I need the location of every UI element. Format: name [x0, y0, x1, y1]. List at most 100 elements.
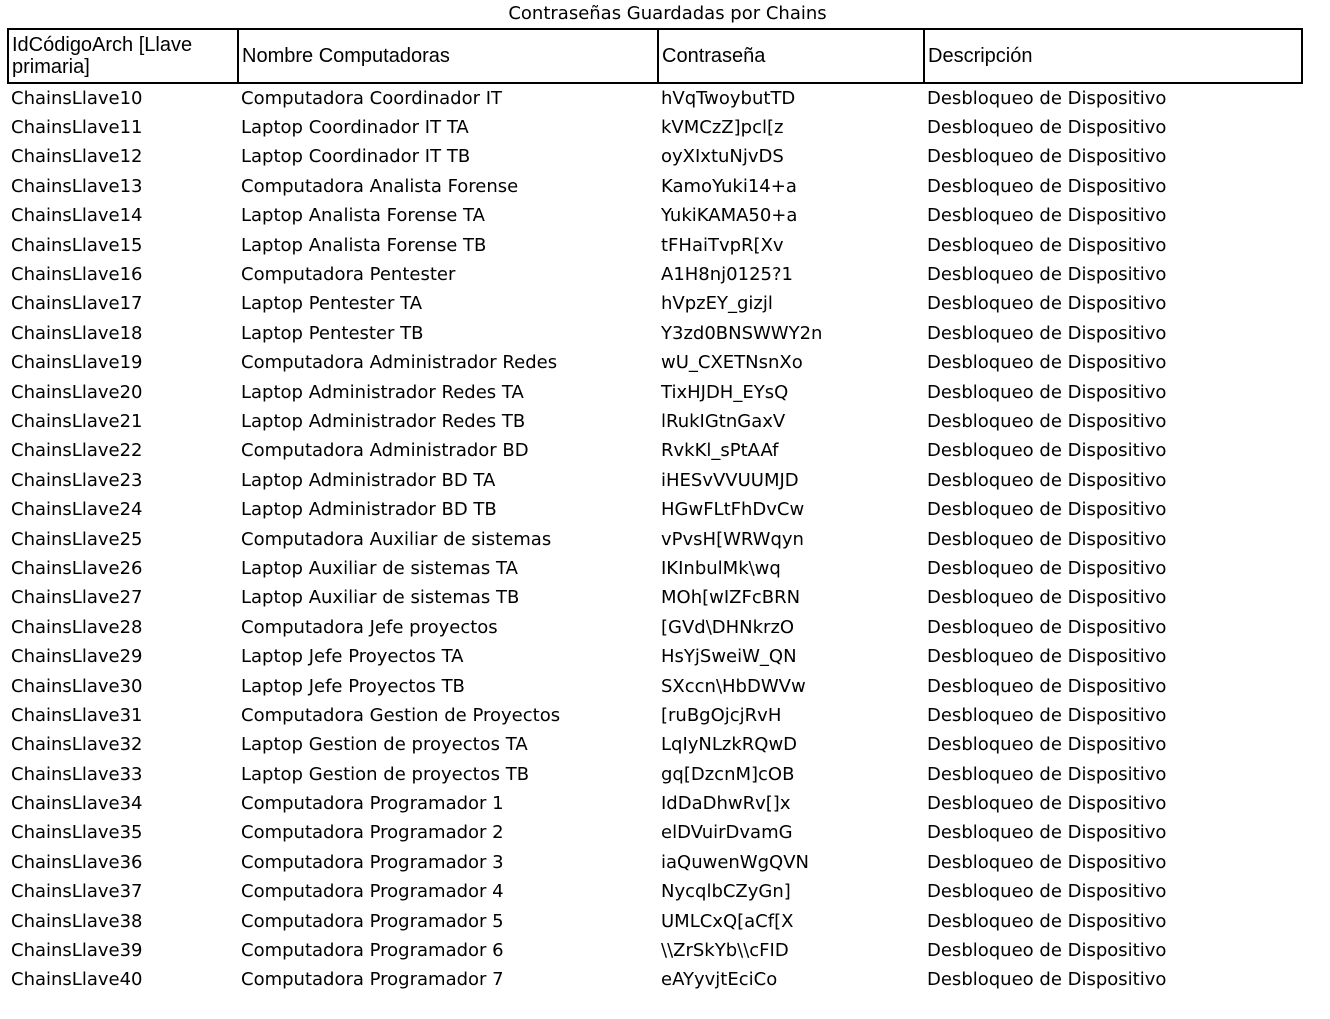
cell-password[interactable]: IdDaDhwRv[]x — [661, 793, 791, 815]
cell-computer-name[interactable]: Laptop Auxiliar de sistemas TA — [241, 557, 518, 579]
header-computer-name[interactable]: Nombre Computadoras — [237, 28, 659, 84]
cell-id[interactable]: ChainsLlave35 — [11, 822, 143, 844]
cell-password[interactable]: YukiKAMA50+a — [661, 205, 798, 227]
cell-id[interactable]: ChainsLlave29 — [11, 646, 143, 668]
header-password[interactable]: Contraseña — [657, 28, 925, 84]
cell-id[interactable]: ChainsLlave22 — [11, 440, 143, 462]
cell-password[interactable]: UMLCxQ[aCf[X — [661, 910, 794, 932]
cell-id[interactable]: ChainsLlave24 — [11, 499, 143, 521]
cell-description[interactable]: Desbloqueo de Dispositivo — [927, 175, 1167, 197]
cell-password[interactable]: MOh[wIZFcBRN — [661, 587, 801, 609]
cell-description[interactable]: Desbloqueo de Dispositivo — [927, 117, 1167, 139]
cell-computer-name[interactable]: Computadora Gestion de Proyectos — [241, 704, 561, 726]
cell-computer-name[interactable]: Laptop Gestion de proyectos TB — [241, 763, 530, 785]
cell-description[interactable]: Desbloqueo de Dispositivo — [927, 793, 1167, 815]
cell-description[interactable]: Desbloqueo de Dispositivo — [927, 381, 1167, 403]
cell-computer-name[interactable]: Laptop Pentester TB — [241, 322, 424, 344]
cell-description[interactable]: Desbloqueo de Dispositivo — [927, 557, 1167, 579]
cell-id[interactable]: ChainsLlave10 — [11, 87, 143, 109]
cell-id[interactable]: ChainsLlave21 — [11, 410, 143, 432]
cell-computer-name[interactable]: Computadora Programador 7 — [241, 969, 504, 991]
cell-computer-name[interactable]: Computadora Analista Forense — [241, 175, 519, 197]
cell-description[interactable]: Desbloqueo de Dispositivo — [927, 851, 1167, 873]
cell-computer-name[interactable]: Laptop Analista Forense TA — [241, 205, 485, 227]
cell-id[interactable]: ChainsLlave37 — [11, 881, 143, 903]
cell-id[interactable]: ChainsLlave38 — [11, 910, 143, 932]
cell-password[interactable]: oyXIxtuNjvDS — [661, 146, 784, 168]
cell-password[interactable]: gq[DzcnM]cOB — [661, 763, 795, 785]
cell-id[interactable]: ChainsLlave11 — [11, 117, 143, 139]
cell-computer-name[interactable]: Laptop Analista Forense TB — [241, 234, 487, 256]
cell-description[interactable]: Desbloqueo de Dispositivo — [927, 704, 1167, 726]
cell-description[interactable]: Desbloqueo de Dispositivo — [927, 822, 1167, 844]
cell-password[interactable]: NycqlbCZyGn] — [661, 881, 791, 903]
cell-password[interactable]: kVMCzZ]pcl[z — [661, 117, 784, 139]
cell-description[interactable]: Desbloqueo de Dispositivo — [927, 499, 1167, 521]
cell-id[interactable]: ChainsLlave19 — [11, 352, 143, 374]
header-description[interactable]: Descripción — [923, 28, 1303, 84]
cell-password[interactable]: LqIyNLzkRQwD — [661, 734, 798, 756]
cell-computer-name[interactable]: Computadora Administrador Redes — [241, 352, 558, 374]
cell-description[interactable]: Desbloqueo de Dispositivo — [927, 734, 1167, 756]
cell-description[interactable]: Desbloqueo de Dispositivo — [927, 528, 1167, 550]
cell-computer-name[interactable]: Computadora Programador 4 — [241, 881, 504, 903]
cell-id[interactable]: ChainsLlave13 — [11, 175, 143, 197]
cell-computer-name[interactable]: Computadora Programador 2 — [241, 822, 504, 844]
cell-description[interactable]: Desbloqueo de Dispositivo — [927, 87, 1167, 109]
cell-password[interactable]: eAYyvjtEciCo — [661, 969, 778, 991]
cell-computer-name[interactable]: Laptop Coordinador IT TA — [241, 117, 469, 139]
cell-password[interactable]: \\ZrSkYb\\cFID — [661, 940, 789, 962]
cell-computer-name[interactable]: Computadora Programador 3 — [241, 851, 504, 873]
cell-description[interactable]: Desbloqueo de Dispositivo — [927, 469, 1167, 491]
cell-description[interactable]: Desbloqueo de Dispositivo — [927, 264, 1167, 286]
cell-id[interactable]: ChainsLlave23 — [11, 469, 143, 491]
cell-password[interactable]: SXccn\HbDWVw — [661, 675, 806, 697]
cell-computer-name[interactable]: Computadora Coordinador IT — [241, 87, 503, 109]
cell-computer-name[interactable]: Laptop Jefe Proyectos TB — [241, 675, 465, 697]
cell-description[interactable]: Desbloqueo de Dispositivo — [927, 587, 1167, 609]
cell-password[interactable]: KamoYuki14+a — [661, 175, 797, 197]
cell-description[interactable]: Desbloqueo de Dispositivo — [927, 205, 1167, 227]
cell-password[interactable]: lRukIGtnGaxV — [661, 410, 786, 432]
cell-description[interactable]: Desbloqueo de Dispositivo — [927, 881, 1167, 903]
cell-computer-name[interactable]: Computadora Administrador BD — [241, 440, 529, 462]
cell-description[interactable]: Desbloqueo de Dispositivo — [927, 675, 1167, 697]
cell-description[interactable]: Desbloqueo de Dispositivo — [927, 234, 1167, 256]
cell-computer-name[interactable]: Computadora Pentester — [241, 264, 456, 286]
cell-id[interactable]: ChainsLlave12 — [11, 146, 143, 168]
header-id[interactable]: IdCódigoArch [Llave primaria] — [7, 28, 239, 84]
cell-computer-name[interactable]: Computadora Programador 1 — [241, 793, 504, 815]
cell-password[interactable]: elDVuirDvamG — [661, 822, 793, 844]
cell-computer-name[interactable]: Laptop Administrador BD TB — [241, 499, 497, 521]
cell-id[interactable]: ChainsLlave34 — [11, 793, 143, 815]
cell-password[interactable]: wU_CXETNsnXo — [661, 352, 803, 374]
cell-description[interactable]: Desbloqueo de Dispositivo — [927, 910, 1167, 932]
cell-description[interactable]: Desbloqueo de Dispositivo — [927, 646, 1167, 668]
cell-id[interactable]: ChainsLlave18 — [11, 322, 143, 344]
cell-description[interactable]: Desbloqueo de Dispositivo — [927, 146, 1167, 168]
cell-id[interactable]: ChainsLlave31 — [11, 704, 143, 726]
cell-computer-name[interactable]: Computadora Programador 5 — [241, 910, 504, 932]
cell-password[interactable]: tFHaiTvpR[Xv — [661, 234, 784, 256]
cell-id[interactable]: ChainsLlave36 — [11, 851, 143, 873]
cell-id[interactable]: ChainsLlave30 — [11, 675, 143, 697]
cell-computer-name[interactable]: Computadora Programador 6 — [241, 940, 504, 962]
cell-id[interactable]: ChainsLlave17 — [11, 293, 143, 315]
cell-password[interactable]: HGwFLtFhDvCw — [661, 499, 805, 521]
cell-description[interactable]: Desbloqueo de Dispositivo — [927, 763, 1167, 785]
cell-password[interactable]: [ruBgOjcjRvH — [661, 704, 782, 726]
cell-password[interactable]: iHESvVVUUMJD — [661, 469, 799, 491]
cell-description[interactable]: Desbloqueo de Dispositivo — [927, 293, 1167, 315]
cell-description[interactable]: Desbloqueo de Dispositivo — [927, 969, 1167, 991]
cell-computer-name[interactable]: Laptop Jefe Proyectos TA — [241, 646, 464, 668]
cell-id[interactable]: ChainsLlave15 — [11, 234, 143, 256]
cell-description[interactable]: Desbloqueo de Dispositivo — [927, 940, 1167, 962]
cell-id[interactable]: ChainsLlave14 — [11, 205, 143, 227]
cell-description[interactable]: Desbloqueo de Dispositivo — [927, 410, 1167, 432]
cell-description[interactable]: Desbloqueo de Dispositivo — [927, 352, 1167, 374]
cell-computer-name[interactable]: Computadora Jefe proyectos — [241, 616, 498, 638]
cell-computer-name[interactable]: Laptop Coordinador IT TB — [241, 146, 471, 168]
cell-password[interactable]: Y3zd0BNSWWY2n — [661, 322, 823, 344]
cell-id[interactable]: ChainsLlave25 — [11, 528, 143, 550]
cell-id[interactable]: ChainsLlave32 — [11, 734, 143, 756]
